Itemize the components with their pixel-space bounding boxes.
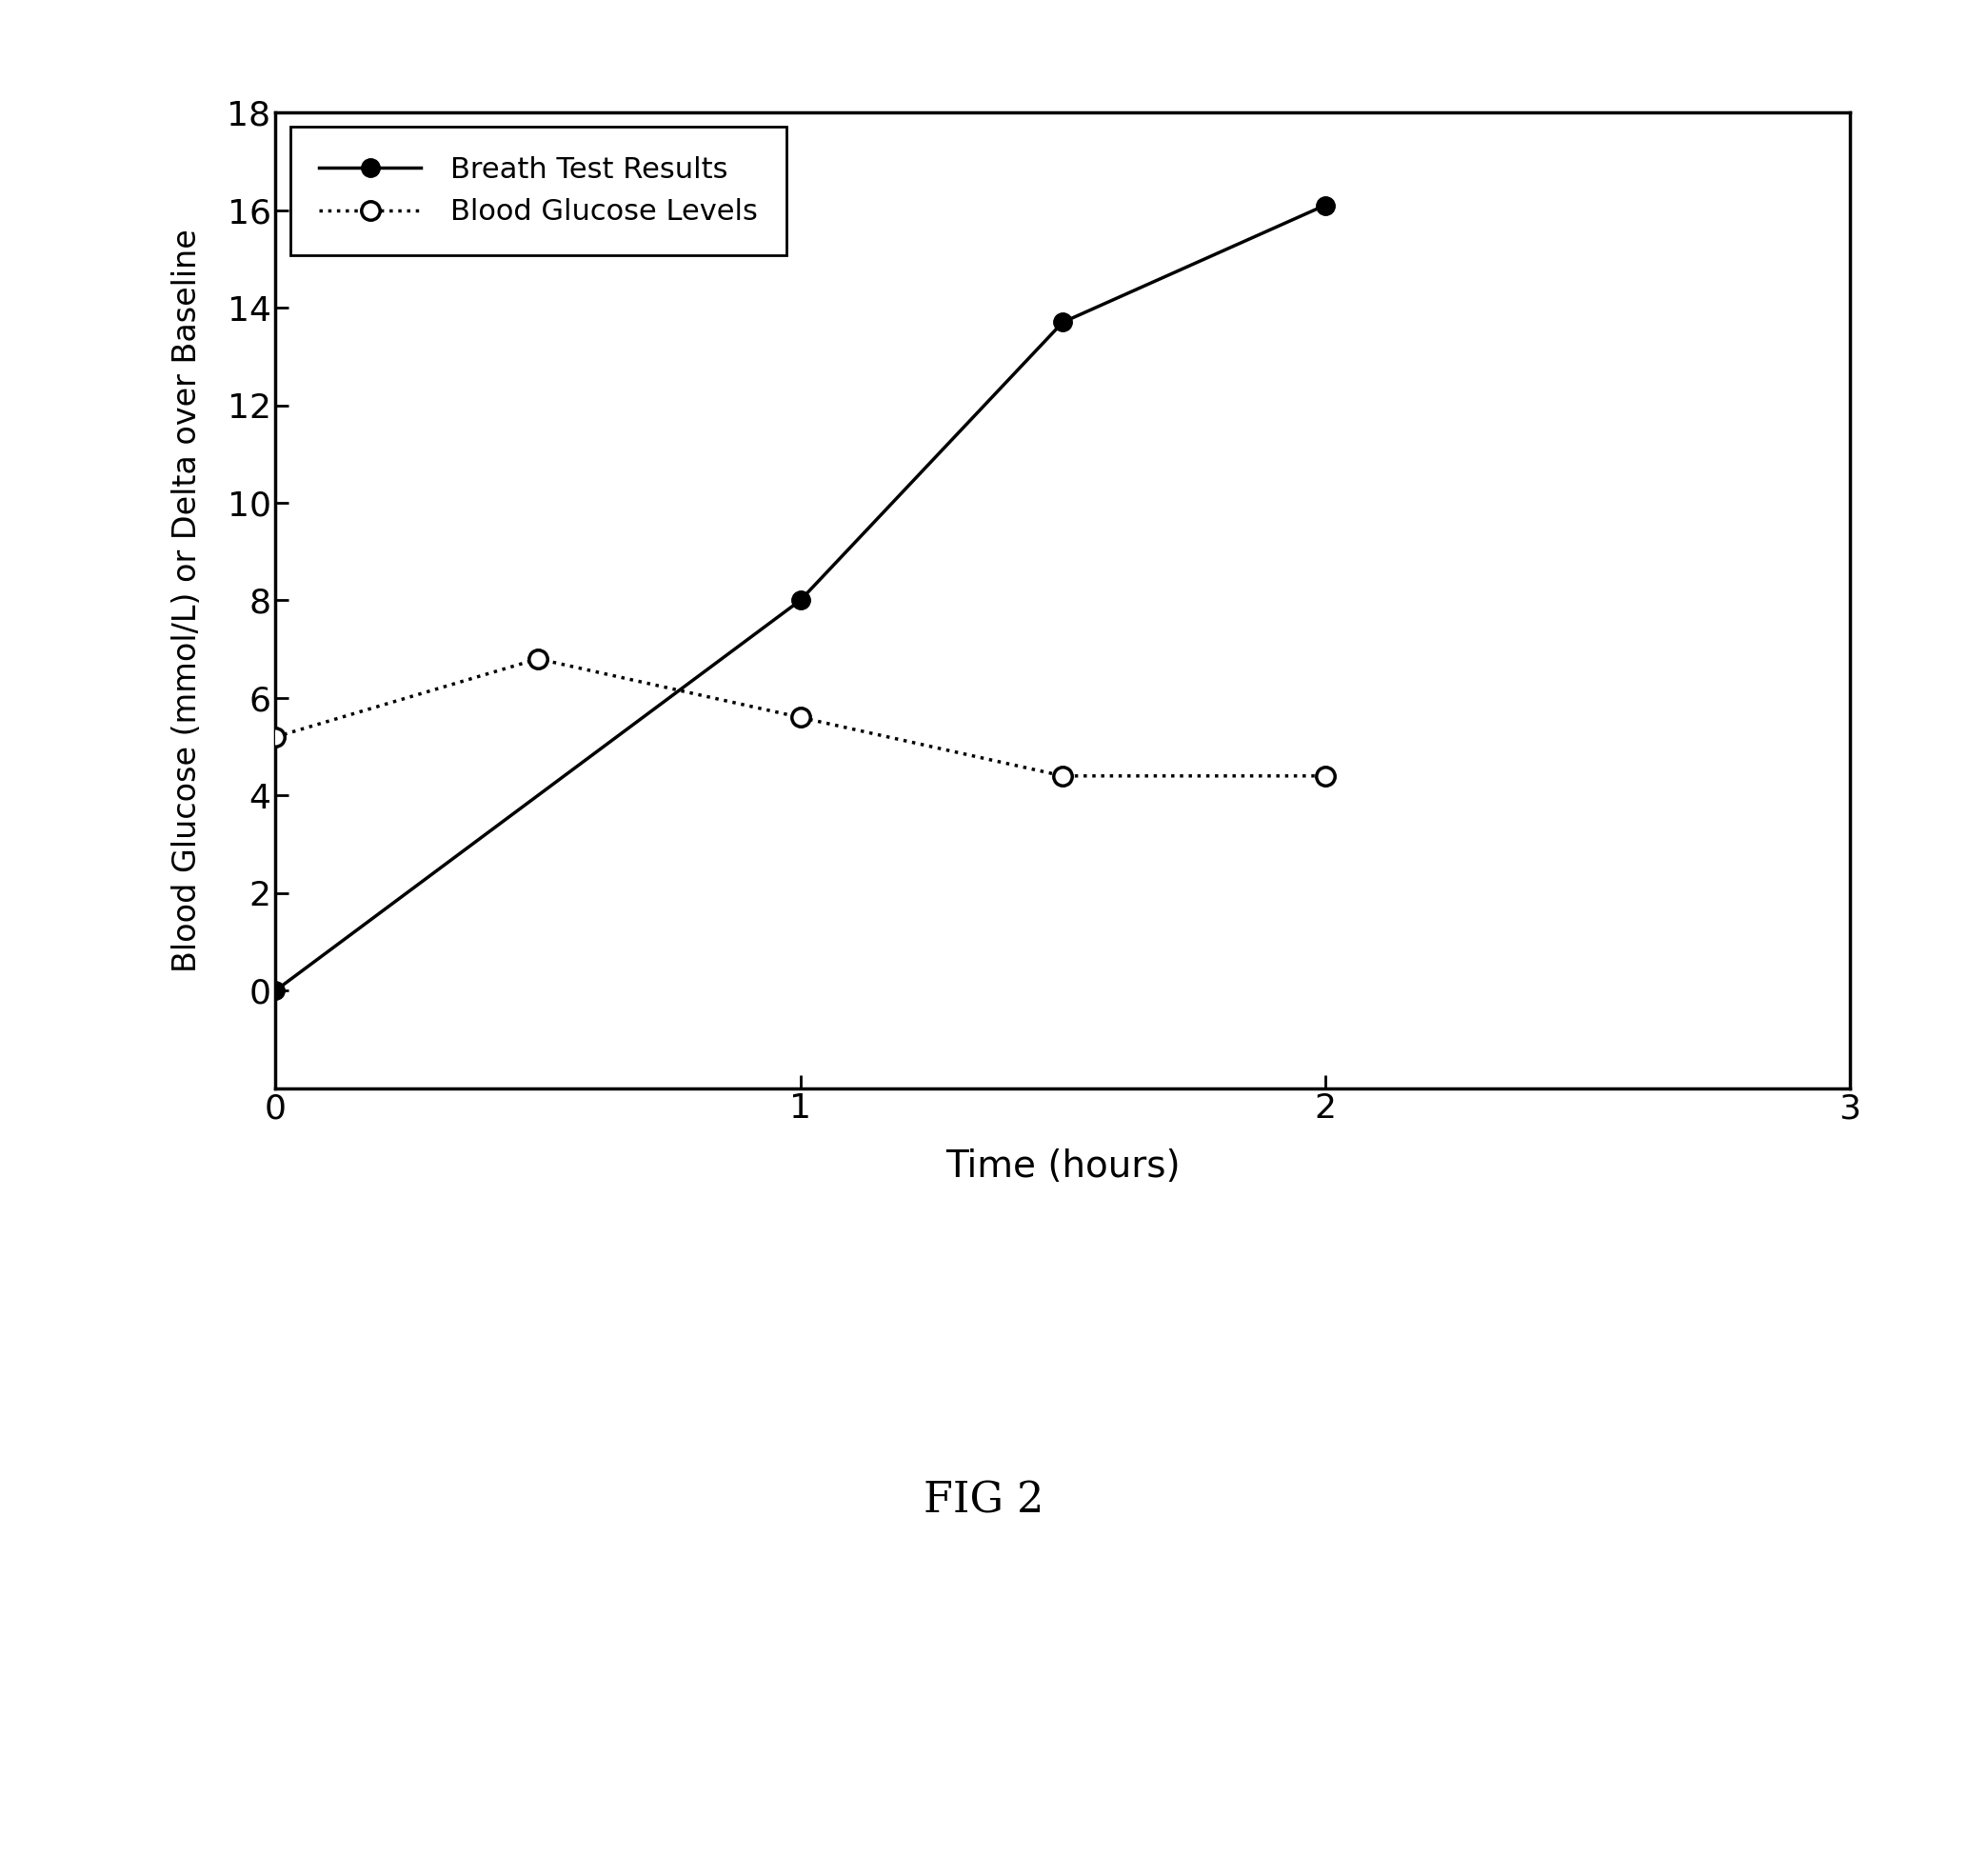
Text: FIG 2: FIG 2: [923, 1480, 1045, 1521]
Legend: Breath Test Results, Blood Glucose Levels: Breath Test Results, Blood Glucose Level…: [289, 128, 787, 255]
Y-axis label: Blood Glucose (mmol/L) or Delta over Baseline: Blood Glucose (mmol/L) or Delta over Bas…: [171, 229, 203, 972]
X-axis label: Time (hours): Time (hours): [945, 1148, 1181, 1186]
